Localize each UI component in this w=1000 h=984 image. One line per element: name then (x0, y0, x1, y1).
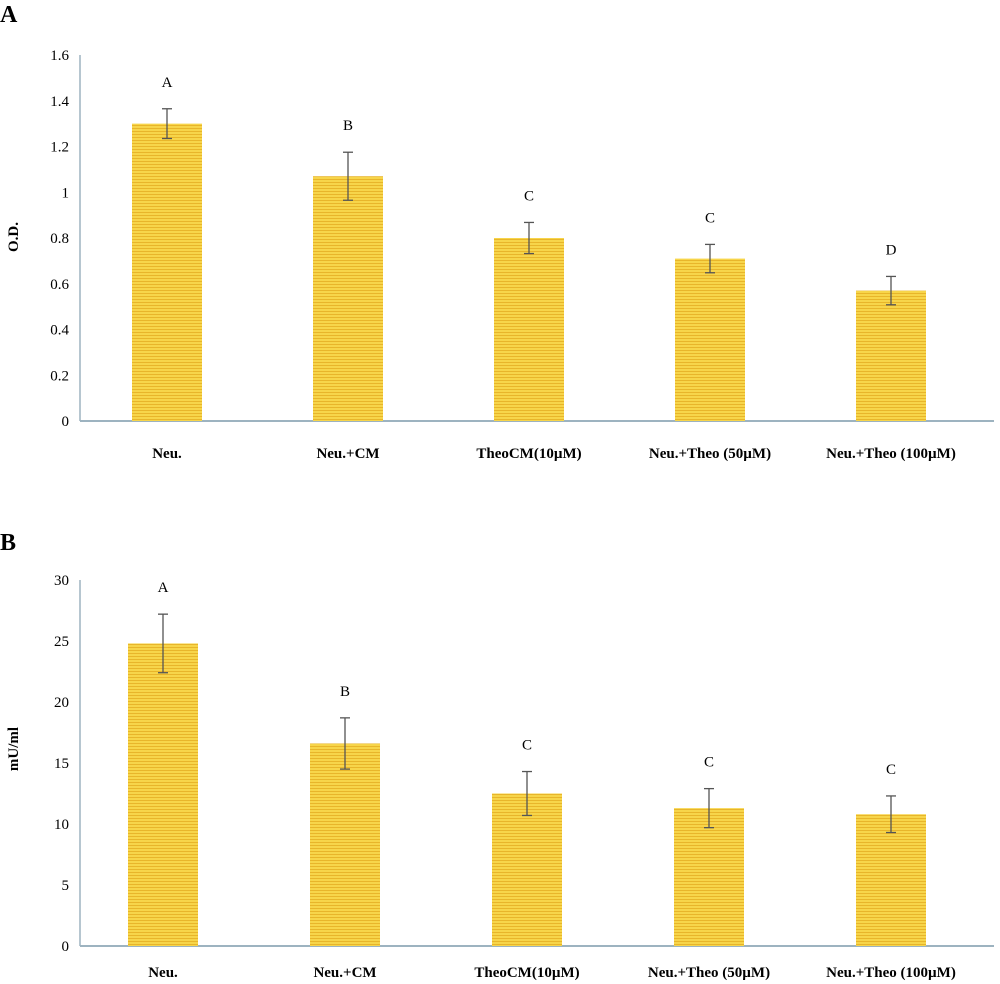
panel-label: A (0, 2, 18, 28)
chart-panel-a: A O.D. 0 0.2 0.4 0.6 0.8 1 1.2 1.4 1.6 A Neu. B Neu.+C… (0, 2, 994, 462)
error-bar (522, 770, 532, 817)
error-bar (886, 275, 896, 306)
y-tick-label: 0.2 (50, 368, 69, 384)
significance-label: C (704, 755, 714, 771)
y-tick-label: 0 (62, 939, 70, 955)
bar (856, 290, 926, 421)
category-label: Neu. (148, 965, 178, 981)
significance-label: B (340, 684, 350, 700)
y-tick-label: 0 (62, 414, 70, 430)
bar (856, 814, 926, 946)
bar (128, 643, 198, 946)
category-label: TheoCM(10µM) (476, 446, 581, 462)
y-tick-label: 0.4 (50, 323, 69, 339)
y-tick-label: 0.6 (50, 277, 69, 293)
bar (492, 793, 562, 946)
error-bar (340, 717, 350, 770)
bar (310, 743, 380, 946)
significance-label: A (162, 75, 173, 91)
error-bar (886, 795, 896, 834)
bar (674, 808, 744, 946)
significance-label: D (886, 242, 897, 258)
category-label: Neu.+Theo (50µM) (648, 965, 770, 981)
category-label: Neu.+Theo (100µM) (826, 446, 956, 462)
y-axis-title: mU/ml (6, 727, 22, 771)
error-bar (343, 151, 353, 201)
category-label: TheoCM(10µM) (474, 965, 579, 981)
category-label: Neu. (152, 446, 182, 462)
error-bar (704, 787, 714, 829)
y-tick-label: 1.2 (50, 140, 69, 156)
y-tick-label: 15 (54, 756, 69, 772)
y-tick-label: 20 (54, 695, 69, 711)
bar (494, 238, 564, 421)
y-tick-label: 0.8 (50, 231, 69, 247)
y-axis-title: O.D. (6, 222, 22, 252)
category-label: Neu.+CM (313, 965, 376, 981)
y-tick-label: 1.4 (50, 94, 69, 110)
category-label: Neu.+Theo (50µM) (649, 446, 771, 462)
y-tick-label: 30 (54, 573, 69, 589)
y-tick-label: 10 (54, 817, 69, 833)
category-label: Neu.+CM (316, 446, 379, 462)
error-bar (158, 613, 168, 674)
significance-label: C (886, 762, 896, 778)
y-tick-label: 5 (62, 878, 70, 894)
y-tick-label: 1 (62, 185, 70, 201)
error-bar (705, 243, 715, 274)
error-bar (162, 108, 172, 140)
significance-label: A (158, 580, 169, 596)
bar (675, 258, 745, 421)
panel-label: B (0, 530, 16, 556)
error-bar (524, 221, 534, 255)
bar (313, 176, 383, 421)
significance-label: C (522, 738, 532, 754)
y-tick-label: 1.6 (50, 48, 69, 64)
bar (132, 123, 202, 421)
category-label: Neu.+Theo (100µM) (826, 965, 956, 981)
significance-label: C (524, 188, 534, 204)
chart-panel-b: BmU/ml 0 5 10 15 20 25 30 A Neu. B Neu.+CM C TheoCM(1… (0, 530, 994, 981)
significance-label: C (705, 210, 715, 226)
y-tick-label: 25 (54, 634, 69, 650)
significance-label: B (343, 118, 353, 134)
